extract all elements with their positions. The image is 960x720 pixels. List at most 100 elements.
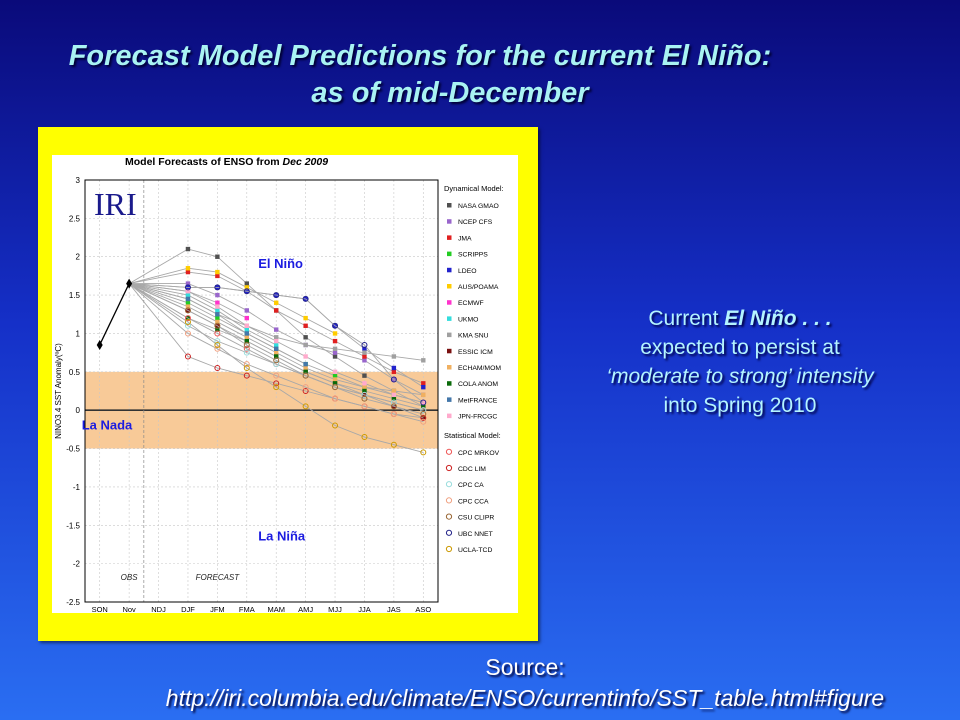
- section-label: OBS: [121, 573, 139, 582]
- series-marker: [332, 377, 338, 382]
- legend-entry: JPN-FRCGC: [458, 414, 497, 421]
- series-marker: [215, 327, 220, 332]
- y-tick-label: 1: [76, 329, 81, 338]
- iri-logo: IRI: [94, 186, 137, 222]
- series-marker: [332, 331, 338, 336]
- observed-marker: [96, 339, 103, 350]
- summary-line-2: expected to persist at: [640, 336, 840, 359]
- series-marker: [332, 354, 338, 359]
- series-marker: [215, 269, 220, 275]
- legend-marker: [445, 448, 453, 455]
- series-marker: [420, 418, 427, 425]
- series-marker: [421, 384, 426, 390]
- series-marker: [244, 281, 249, 286]
- x-tick-label: JFM: [210, 605, 225, 613]
- series-marker: [274, 346, 279, 351]
- legend-entry: MetFRANCE: [458, 397, 498, 404]
- series-marker: [391, 396, 397, 401]
- series-marker: [214, 364, 221, 371]
- legend-entry: ECHAM/MOM: [458, 365, 501, 372]
- series-line-17: [128, 283, 424, 423]
- series-marker: [332, 381, 338, 386]
- series-marker: [421, 415, 426, 421]
- y-tick-label: -0.5: [66, 445, 80, 454]
- series-marker: [274, 300, 279, 305]
- y-tick-label: -1.5: [66, 521, 80, 530]
- y-tick-label: 2: [76, 253, 81, 262]
- legend-entry: LDEO: [458, 268, 477, 275]
- series-line-11: [128, 283, 424, 407]
- series-marker: [332, 373, 338, 378]
- summary-line-3: ‘moderate to strong’ intensity: [606, 365, 874, 388]
- series-marker: [421, 400, 426, 405]
- plot-frame: [84, 179, 439, 603]
- x-tick-label: JAS: [387, 605, 401, 613]
- series-marker: [362, 346, 367, 351]
- x-tick-label: FMA: [239, 605, 255, 613]
- series-marker: [185, 266, 191, 271]
- series-marker: [274, 327, 279, 332]
- series-marker: [214, 341, 221, 348]
- series-marker: [184, 322, 191, 329]
- source-citation: Source: http://iri.columbia.edu/climate/…: [100, 652, 950, 714]
- series-marker: [361, 341, 368, 348]
- series-marker: [214, 338, 221, 345]
- legend-marker: [447, 267, 452, 273]
- series-marker: [303, 361, 308, 367]
- legend-entry: CDC LIM: [458, 466, 486, 473]
- series-marker: [420, 414, 427, 421]
- x-tick-label: DJF: [181, 605, 195, 613]
- series-marker: [274, 338, 279, 344]
- series-marker: [215, 315, 220, 321]
- series-marker: [332, 346, 338, 351]
- series-marker: [420, 399, 427, 406]
- series-marker: [215, 292, 220, 298]
- series-marker: [244, 338, 249, 344]
- series-marker: [303, 365, 308, 371]
- series-marker: [215, 319, 220, 325]
- series-marker: [362, 350, 367, 355]
- series-marker: [185, 296, 191, 302]
- series-marker: [244, 335, 249, 340]
- series-marker: [303, 315, 308, 321]
- legend-marker: [447, 381, 452, 386]
- legend-marker: [447, 284, 452, 289]
- series-marker: [332, 338, 338, 344]
- x-tick-label: MJJ: [328, 605, 342, 613]
- series-marker: [421, 358, 426, 363]
- chart-annotation: El Niño: [258, 256, 303, 271]
- legend-marker: [447, 332, 452, 338]
- y-tick-label: 0.5: [69, 368, 81, 377]
- series-marker: [361, 434, 368, 441]
- series-marker: [244, 327, 249, 332]
- series-marker: [215, 312, 220, 317]
- source-link[interactable]: http://iri.columbia.edu/climate/ENSO/cur…: [165, 685, 885, 711]
- legend-entry: ESSIC ICM: [458, 349, 493, 356]
- series-marker: [184, 318, 191, 325]
- series-marker: [243, 288, 250, 295]
- series-line-19: [129, 283, 424, 403]
- series-marker: [361, 391, 368, 398]
- series-marker: [302, 388, 309, 394]
- series-marker: [391, 369, 397, 375]
- legend-entry: CPC MRKOV: [458, 450, 500, 457]
- series-marker: [243, 341, 250, 348]
- series-marker: [273, 292, 280, 299]
- series-marker: [420, 407, 427, 414]
- legend-marker: [447, 219, 452, 224]
- series-marker: [215, 273, 220, 279]
- series-marker: [274, 354, 279, 359]
- legend-marker: [445, 545, 453, 553]
- series-marker: [185, 292, 191, 298]
- series-marker: [274, 342, 279, 348]
- series-marker: [332, 422, 339, 429]
- series-marker: [362, 388, 367, 394]
- series-marker: [390, 403, 397, 410]
- series-line-20: [128, 283, 424, 453]
- series-line-0: [128, 248, 424, 407]
- enso-forecast-chart: 3 2.5 2 1.5 1 0.5 0 -0.5 -1 -1.5 -2 -2.5 SON Nov NDJ DJ…: [52, 155, 518, 613]
- x-tick-label: ASO: [415, 605, 431, 613]
- series-marker: [332, 395, 339, 402]
- legend-marker: [447, 365, 452, 370]
- chart-annotation: La Nada: [82, 417, 133, 432]
